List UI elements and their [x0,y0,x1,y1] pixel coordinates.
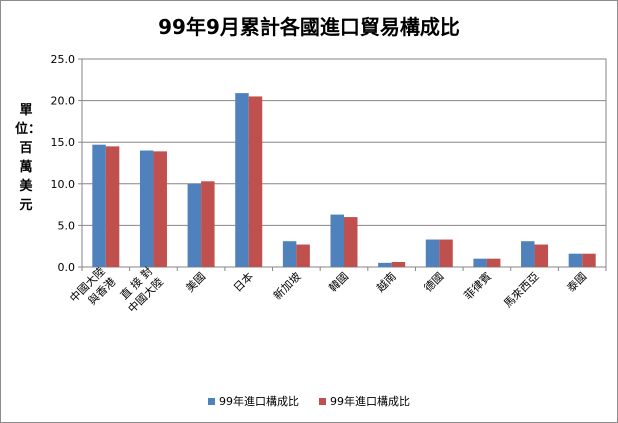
legend-label-2: 99年進口構成比 [330,395,410,408]
bar [330,214,344,267]
bar [582,253,596,267]
bar [248,96,263,267]
bar [378,262,392,267]
x-category-label: 越南 [373,269,398,294]
bar [201,181,215,267]
legend-swatch-1 [208,397,215,405]
x-category-label: 德國 [421,269,446,294]
bar [391,262,406,267]
bar [282,241,297,267]
x-category-label: 新加坡 [270,269,303,302]
bar [486,258,501,267]
legend-item-1: 99年進口構成比 [208,393,299,409]
x-category-label: 馬來西亞 [501,270,541,310]
bar [92,144,106,267]
x-category-label: 泰國 [564,269,589,294]
bar [105,146,120,267]
bar [344,217,358,267]
bar [439,239,453,267]
y-tick-label: 10.0 [51,178,76,191]
bar [187,183,202,267]
x-category-label: 菲律賓 [461,269,494,302]
legend-label-1: 99年進口構成比 [219,395,299,408]
y-tick-label: 25.0 [51,53,76,66]
x-category-label: 美國 [183,270,208,295]
bar [534,244,549,267]
legend: 99年進口構成比 99年進口構成比 [1,393,617,409]
y-tick-label: 20.0 [51,95,76,108]
bar [568,253,583,267]
chart-title: 99年9月累計各國進口貿易構成比 [158,15,460,39]
bar [153,151,167,267]
x-category-label: 韓國 [326,270,351,295]
bar [521,241,535,267]
legend-item-2: 99年進口構成比 [319,393,410,409]
bar [296,244,310,267]
x-category-label: 日本 [230,269,255,294]
bar [139,150,154,267]
bar [425,239,440,267]
y-tick-label: 15.0 [51,136,76,149]
y-axis-label: 單位：百萬美元 [15,103,42,213]
y-tick-label: 0.0 [58,261,76,274]
legend-swatch-2 [319,397,326,405]
y-tick-label: 5.0 [58,219,76,232]
bar [473,258,487,267]
bar [235,93,249,267]
